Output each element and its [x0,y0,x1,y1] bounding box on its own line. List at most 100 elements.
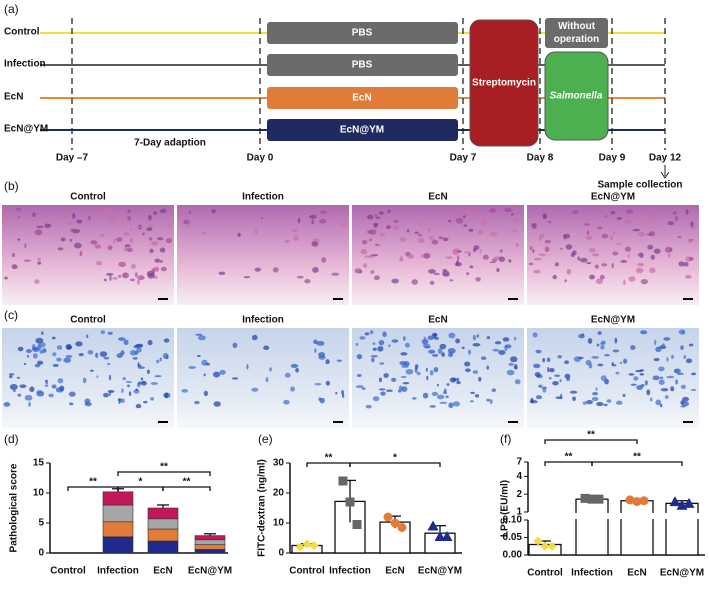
image-label: Infection [242,315,284,326]
y-axis-title: Pathological score [9,463,20,552]
tissue-texture [667,253,671,258]
tissue-texture [448,332,456,339]
image-label: EcN@YM [591,315,635,326]
tissue-texture [19,384,27,389]
tissue-texture [99,351,108,358]
tissue-texture [572,396,576,402]
tissue-texture [186,225,190,228]
treatment-box [267,22,458,44]
tissue-texture [486,336,491,340]
tissue-texture [127,216,132,222]
tissue-texture [378,211,384,215]
tissue-texture [4,276,8,280]
tissue-texture [73,242,82,249]
tissue-texture [606,399,612,403]
tissue-texture [373,223,378,228]
tissue-texture [591,356,600,359]
tissue-texture [658,379,665,385]
tissue-texture [514,336,517,341]
tissue-texture [136,347,142,353]
tissue-texture [424,346,431,349]
y-tick-label: 2 [516,489,522,500]
tissue-texture [456,377,460,383]
tissue-texture [32,353,38,359]
tissue-texture [562,233,571,239]
tissue-texture [32,212,36,218]
tissue-texture [314,383,322,386]
tissue-texture [640,330,648,335]
tissue-texture [44,384,49,387]
tissue-texture [135,403,142,409]
tissue-texture [486,365,490,370]
data-point [625,495,635,505]
tissue-texture [183,219,190,225]
tissue-texture [63,357,71,363]
tissue-texture [118,274,122,278]
tissue-texture [479,248,482,254]
tissue-texture [491,388,496,392]
tissue-texture [135,344,143,348]
tissue-texture [341,389,344,395]
bar-segment [194,535,226,541]
bar-segment [194,539,226,545]
tissue-texture [436,394,445,400]
tissue-texture [624,246,632,252]
tissue-texture [397,389,402,393]
tissue-texture [557,355,562,359]
tissue-texture [678,329,686,335]
tissue-texture [647,244,654,250]
y-tick-label: 0.00 [503,550,523,561]
data-point [669,496,681,507]
tissue-texture [620,260,628,263]
tissue-texture [655,346,662,353]
tissue-texture [653,357,660,362]
treatment-box [267,54,458,76]
tissue-texture [3,402,11,407]
tissue-texture [588,248,596,253]
tissue-texture [578,356,584,360]
tissue-texture [461,346,465,350]
sample-collection: Sample collection [597,180,682,191]
tissue-texture [243,276,251,279]
data-point [683,497,695,508]
data-point [352,520,362,529]
tissue-texture [439,343,447,350]
tissue-texture [478,376,482,382]
tissue-texture [661,343,665,348]
tissue-texture [492,348,500,352]
x-tick-label: EcN@YM [188,566,232,577]
tissue-texture [87,215,92,221]
tissue-texture [675,380,679,385]
x-tick-label: Infection [329,566,371,577]
tissue-texture [107,362,111,366]
tissue-texture [452,401,461,407]
tissue-texture [472,370,479,375]
tissue-texture [640,222,643,226]
tissue-texture [165,238,173,244]
significance-label: ** [89,477,97,488]
tissue-texture [137,381,143,385]
tissue-texture [546,357,551,363]
significance-label: ** [587,430,595,441]
data-point [639,496,649,506]
tissue-texture [416,371,421,376]
tissue-texture [218,271,226,275]
data-point [580,493,590,503]
tissue-texture [399,361,407,366]
data-point [390,518,400,528]
tissue-texture [472,334,477,341]
tissue-texture [436,383,439,387]
tissue-texture [401,364,409,369]
tissue-texture [135,225,144,229]
tissue-texture [423,336,426,341]
x-tick-label: EcN [627,568,646,579]
tissue-texture [232,342,238,349]
micrograph [527,328,699,428]
data-point [441,531,453,541]
tissue-texture [387,209,391,214]
tissue-texture [231,377,239,380]
tissue-texture [103,356,110,360]
tissue-texture [219,369,226,375]
tissue-texture [211,209,216,214]
tissue-texture [417,237,425,243]
